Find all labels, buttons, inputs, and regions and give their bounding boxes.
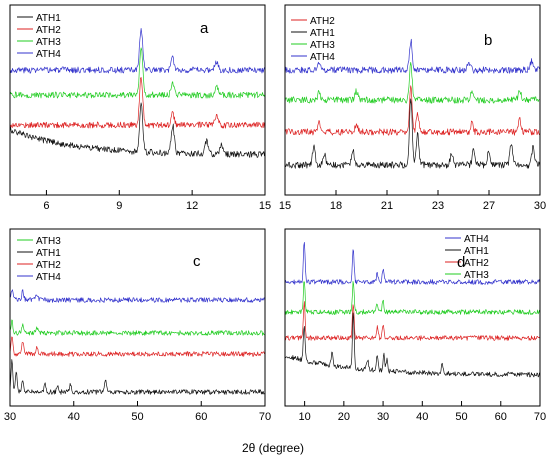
x-tick-label: 30 [534, 200, 546, 212]
x-tick-label: 6 [43, 200, 49, 212]
x-tick-label: 27 [483, 200, 495, 212]
legend-label-ath2: ATH2 [36, 260, 61, 271]
x-tick-label: 21 [381, 200, 393, 212]
x-tick-label: 15 [259, 200, 271, 212]
legend-label-ath4: ATH4 [310, 52, 335, 63]
plot-frame [284, 228, 541, 407]
trace-ath4 [9, 28, 266, 74]
trace-ath2 [284, 85, 541, 136]
trace-ath3 [9, 319, 266, 336]
legend-label-ath1: ATH1 [36, 13, 61, 24]
legend-label-ath2: ATH2 [310, 16, 335, 27]
legend-label-ath2: ATH2 [36, 25, 61, 36]
trace-ath3 [284, 61, 541, 104]
legend-label-ath1: ATH1 [36, 248, 61, 259]
x-tick-label: 70 [259, 411, 271, 423]
x-tick-label: 10 [298, 411, 310, 423]
trace-ath4 [284, 38, 541, 74]
trace-ath2 [9, 77, 266, 129]
legend-label-ath3: ATH3 [36, 236, 61, 247]
x-tick-label: 70 [534, 411, 546, 423]
panel-label: a [200, 20, 209, 37]
x-tick-label: 50 [131, 411, 143, 423]
legend-label-ath4: ATH4 [36, 49, 61, 60]
legend-label-ath1: ATH1 [310, 28, 335, 39]
trace-ath3 [9, 47, 266, 99]
legend-label-ath4: ATH4 [36, 272, 61, 283]
trace-ath3 [284, 281, 541, 315]
x-tick-label: 23 [432, 200, 444, 212]
panel-label: c [193, 253, 201, 270]
trace-ath1 [9, 359, 266, 395]
plot-frame [9, 4, 266, 196]
trace-ath1 [9, 102, 266, 158]
trace-ath2 [284, 301, 541, 341]
x-tick-label: 30 [377, 411, 389, 423]
x-tick-label: 18 [330, 200, 342, 212]
plot-frame [284, 4, 541, 196]
legend-label-ath1: ATH1 [464, 246, 489, 257]
panel-label: d [457, 254, 465, 271]
x-axis-title: 2θ (degree) [242, 441, 304, 455]
trace-ath4 [284, 242, 541, 285]
x-tick-label: 20 [338, 411, 350, 423]
trace-ath2 [9, 336, 266, 357]
trace-ath1 [284, 98, 541, 169]
legend-label-ath3: ATH3 [310, 40, 335, 51]
x-tick-label: 60 [495, 411, 507, 423]
trace-ath1 [284, 312, 541, 378]
legend-label-ath4: ATH4 [464, 234, 489, 245]
legend-label-ath3: ATH3 [464, 270, 489, 281]
legend-label-ath3: ATH3 [36, 37, 61, 48]
x-tick-label: 15 [279, 200, 291, 212]
x-tick-label: 40 [68, 411, 80, 423]
trace-ath4 [9, 289, 266, 303]
x-tick-label: 60 [195, 411, 207, 423]
panel-label: b [484, 32, 492, 49]
x-tick-label: 9 [116, 200, 122, 212]
x-tick-label: 50 [455, 411, 467, 423]
legend-label-ath2: ATH2 [464, 258, 489, 269]
x-tick-label: 30 [4, 411, 16, 423]
x-tick-label: 40 [416, 411, 428, 423]
x-tick-label: 12 [186, 200, 198, 212]
